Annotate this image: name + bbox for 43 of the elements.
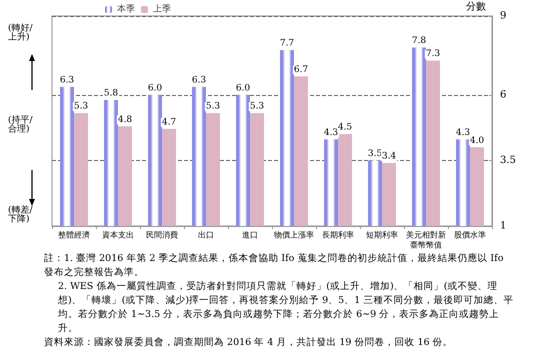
data-label: 6.0 (148, 83, 162, 94)
x-tick-label: 整體經濟 (58, 230, 90, 240)
data-label: 5.3 (74, 102, 88, 112)
x-tick-label: 股價水準 (454, 230, 486, 240)
x-tick-label: 進口 (242, 230, 258, 240)
x-tick-label: 美元相對新臺幣幣值 (406, 230, 446, 250)
x-tick-label: 短期利率 (366, 230, 398, 240)
data-label: 7.3 (426, 49, 440, 60)
data-label: 7.7 (280, 38, 294, 49)
data-label: 5.3 (250, 102, 264, 112)
x-tick-label: 出口 (198, 230, 214, 240)
data-label: 3.5 (368, 148, 382, 159)
text: (轉差/ 下降) (8, 204, 34, 224)
data-label: 5.8 (104, 88, 118, 98)
text: 2. WES 係為一屬質性調查，受訪者針對問項只需就「轉好」(或上升、增加)、「相同」(或不變、理想)、「轉壞」(或下降、減少)擇一回答，再視答案分別給予 9、5、1 三種不同分數，最後即可加總、平均。若分數介於 1~3.5 分，表示多為負向或趨勢下降；若分數介於 6~9 分，表示多為正向或趨勢上升。 (57, 280, 514, 336)
x-tick-label: 長期利率 (322, 230, 354, 240)
y-tick-label: 1 (500, 220, 506, 232)
y-tick-label: 9 (500, 10, 506, 22)
text: 註：1. 臺灣 2016 年第 2 季之調查結果，係本會協助 Ifo 蒐集之問卷的初步統計值，最終結果仍應以 Ifo 發布之完整報告為準。 (44, 252, 504, 280)
data-label: 5.3 (206, 102, 220, 112)
x-tick-label: 資本支出 (102, 230, 134, 240)
legend-label: 本季 (117, 4, 135, 14)
source-note: 資料來源：國家發展委員會，調查期間為 2016 年 4 月，共計發出 19 份問卷，回收 16 份。 (44, 336, 454, 350)
x-tick-label: 民間消費 (146, 230, 178, 240)
data-label: 6.0 (236, 83, 250, 94)
legend-label: 上季 (153, 4, 171, 14)
y-axis-title: 分數 (466, 0, 486, 12)
y-tick-label: 6 (500, 89, 506, 100)
text: (轉好/ 上升) (8, 22, 34, 42)
data-label: 6.3 (192, 75, 206, 86)
data-label: 6.7 (294, 64, 308, 75)
y-tick-label: 3.5 (500, 154, 516, 166)
data-label: 4.5 (338, 122, 352, 133)
data-label: 4.7 (162, 117, 176, 128)
data-label: 4.8 (118, 114, 132, 125)
data-label: 4.3 (456, 128, 470, 138)
x-tick-label: 物價上漲率 (274, 230, 314, 240)
data-label: 7.8 (412, 36, 426, 46)
data-label: 3.4 (382, 152, 396, 162)
text: (持平/ 合理) (8, 114, 34, 134)
data-label: 6.3 (60, 75, 74, 86)
data-label: 4.3 (324, 128, 338, 138)
data-label: 4.0 (470, 136, 484, 146)
